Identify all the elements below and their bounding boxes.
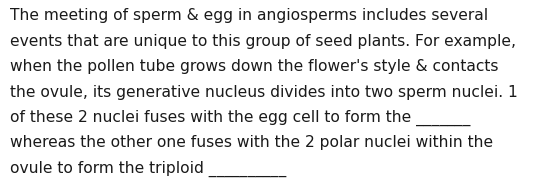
Text: events that are unique to this group of seed plants. For example,: events that are unique to this group of … [10, 34, 516, 49]
Text: whereas the other one fuses with the 2 polar nuclei within the: whereas the other one fuses with the 2 p… [10, 135, 493, 150]
Text: ovule to form the triploid __________: ovule to form the triploid __________ [10, 161, 286, 177]
Text: of these 2 nuclei fuses with the egg cell to form the _______: of these 2 nuclei fuses with the egg cel… [10, 110, 470, 126]
Text: the ovule, its generative nucleus divides into two sperm nuclei. 1: the ovule, its generative nucleus divide… [10, 85, 518, 100]
Text: when the pollen tube grows down the flower's style & contacts: when the pollen tube grows down the flow… [10, 59, 498, 74]
Text: The meeting of sperm & egg in angiosperms includes several: The meeting of sperm & egg in angiosperm… [10, 8, 488, 24]
